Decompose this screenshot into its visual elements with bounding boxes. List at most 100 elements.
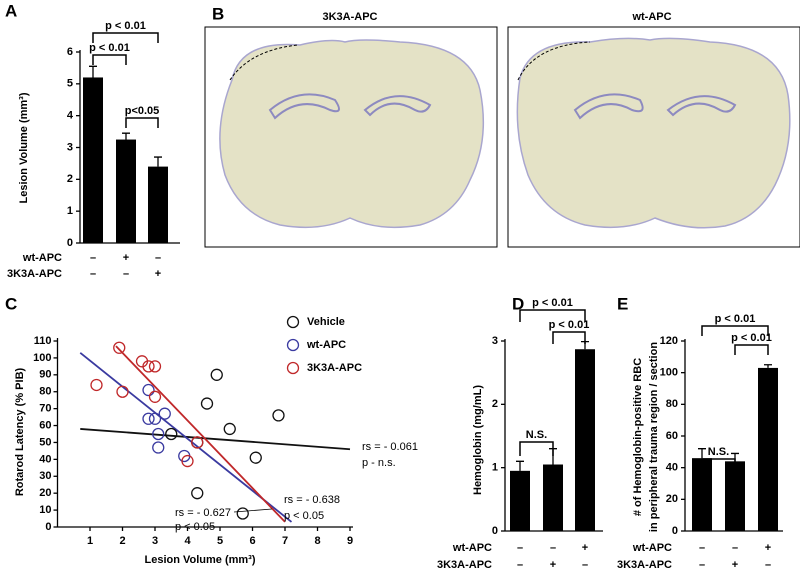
bar bbox=[725, 461, 745, 531]
y-axis-label: in peripheral trauma region / section bbox=[648, 342, 660, 532]
y-tick-label: 0 bbox=[672, 525, 678, 537]
significance-label: p < 0.01 bbox=[105, 20, 146, 32]
brain-section-left bbox=[204, 26, 498, 248]
panel-letter: C bbox=[5, 294, 17, 313]
y-tick-label: 5 bbox=[67, 78, 73, 90]
y-tick-label: 3 bbox=[67, 141, 73, 153]
point bbox=[191, 487, 204, 500]
point bbox=[223, 422, 236, 436]
bar bbox=[510, 470, 530, 531]
error-bar bbox=[764, 364, 772, 368]
significance-label: p < 0.01 bbox=[731, 332, 772, 344]
y-tick-label: 100 bbox=[660, 367, 678, 379]
y-tick-label: 100 bbox=[33, 352, 51, 364]
annotation: rs = - 0.061 bbox=[362, 441, 418, 453]
y-tick-label: 50 bbox=[39, 436, 51, 448]
condition-label: wt-APC bbox=[632, 542, 672, 554]
significance-label: p < 0.01 bbox=[715, 313, 756, 325]
point bbox=[148, 360, 162, 373]
annotation: rs = - 0.627 bbox=[175, 507, 231, 519]
x-tick-label: 6 bbox=[249, 535, 255, 547]
point bbox=[200, 397, 214, 410]
y-tick-label: 0 bbox=[67, 237, 73, 249]
point bbox=[152, 427, 165, 441]
significance-bracket bbox=[701, 325, 769, 336]
significance-bracket bbox=[734, 344, 769, 355]
image-title: 3K3A-APC bbox=[322, 11, 377, 23]
x-tick-label: 9 bbox=[347, 535, 353, 547]
y-tick-label: 0 bbox=[45, 521, 51, 533]
y-tick-label: 80 bbox=[39, 386, 51, 398]
bar bbox=[575, 349, 595, 531]
bar bbox=[692, 458, 712, 531]
x-tick-label: 2 bbox=[119, 535, 125, 547]
significance-bracket bbox=[92, 32, 159, 43]
significance-label: N.S. bbox=[708, 446, 729, 458]
y-tick-label: 80 bbox=[666, 398, 678, 410]
y-tick-label: 60 bbox=[39, 419, 51, 431]
condition-mark: – bbox=[699, 542, 705, 554]
y-tick-label: 4 bbox=[67, 110, 74, 122]
bar bbox=[116, 139, 136, 243]
x-tick-label: 5 bbox=[217, 535, 223, 547]
fit-line bbox=[80, 428, 351, 451]
y-tick-label: 40 bbox=[39, 453, 51, 465]
error-bar bbox=[122, 132, 130, 140]
condition-label: 3K3A-APC bbox=[617, 559, 672, 571]
condition-mark: + bbox=[550, 559, 556, 571]
point bbox=[272, 409, 285, 422]
y-tick-label: 90 bbox=[39, 369, 51, 381]
y-tick-label: 30 bbox=[39, 470, 51, 482]
condition-mark: – bbox=[90, 268, 96, 280]
condition-mark: – bbox=[765, 559, 771, 571]
y-tick-label: 20 bbox=[666, 493, 678, 505]
point bbox=[165, 427, 178, 441]
legend-label: wt-APC bbox=[306, 339, 346, 351]
error-bar bbox=[89, 65, 97, 78]
brain-section-right bbox=[507, 26, 800, 248]
condition-label: 3K3A-APC bbox=[437, 559, 492, 571]
x-tick-label: 8 bbox=[314, 535, 320, 547]
y-tick-label: 20 bbox=[39, 487, 51, 499]
condition-mark: – bbox=[517, 542, 523, 554]
y-tick-label: 110 bbox=[34, 335, 52, 347]
legend-label: 3K3A-APC bbox=[307, 362, 362, 374]
significance-label: p < 0.01 bbox=[549, 319, 590, 331]
panel-letter: A bbox=[5, 1, 17, 20]
point bbox=[210, 368, 223, 381]
significance-bracket bbox=[92, 54, 127, 65]
significance-label: N.S. bbox=[526, 429, 547, 441]
significance-bracket bbox=[125, 117, 159, 128]
x-tick-label: 7 bbox=[282, 535, 288, 547]
annotation: rs = - 0.638 bbox=[284, 494, 340, 506]
error-bar bbox=[698, 448, 706, 459]
point bbox=[148, 412, 162, 425]
point bbox=[113, 341, 126, 354]
condition-mark: – bbox=[582, 559, 588, 571]
condition-mark: + bbox=[732, 559, 738, 571]
legend-label: Vehicle bbox=[307, 316, 345, 328]
condition-mark: – bbox=[517, 559, 523, 571]
annotation-pointer bbox=[233, 508, 273, 513]
point bbox=[142, 412, 155, 425]
y-tick-label: 1 bbox=[492, 462, 498, 474]
y-tick-label: 2 bbox=[67, 173, 73, 185]
y-tick-label: 40 bbox=[666, 462, 678, 474]
y-axis-label: Rotarod Latency (% PIB) bbox=[14, 367, 26, 496]
y-tick-label: 10 bbox=[39, 504, 51, 516]
point bbox=[152, 441, 165, 454]
significance-label: p < 0.01 bbox=[89, 42, 130, 54]
condition-label: wt-APC bbox=[452, 542, 492, 554]
panel-letter: D bbox=[512, 294, 524, 313]
y-axis-label: Lesion Volume (mm³) bbox=[18, 92, 30, 203]
point bbox=[90, 378, 103, 392]
bar bbox=[543, 464, 563, 531]
point bbox=[116, 385, 129, 398]
y-tick-label: 6 bbox=[67, 46, 73, 58]
x-axis-label: Lesion Volume (mm³) bbox=[144, 554, 255, 566]
panel-letter: E bbox=[617, 294, 628, 313]
condition-mark: – bbox=[550, 542, 556, 554]
y-tick-label: 2 bbox=[492, 398, 498, 410]
legend-marker bbox=[286, 315, 300, 329]
annotation: p < 0.05 bbox=[284, 510, 324, 522]
